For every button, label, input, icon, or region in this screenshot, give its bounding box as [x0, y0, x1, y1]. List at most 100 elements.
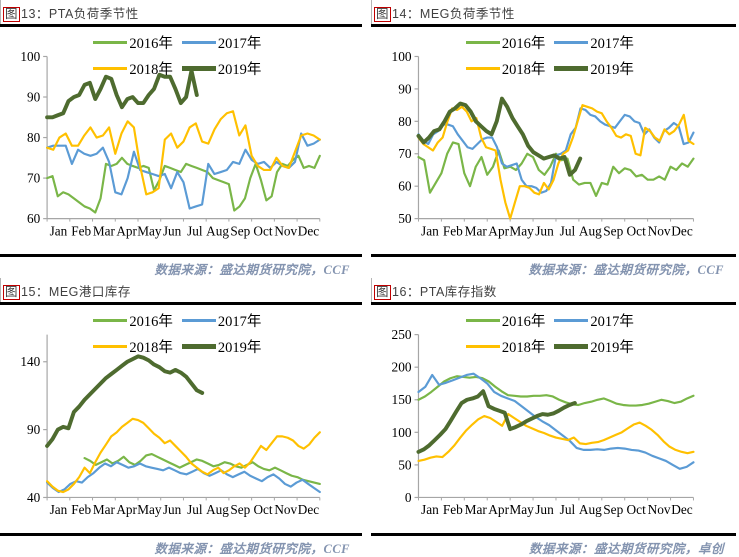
svg-text:Nov: Nov	[274, 223, 297, 238]
divider-rule	[0, 302, 362, 305]
svg-text:140: 140	[20, 354, 40, 369]
svg-text:50: 50	[398, 211, 412, 226]
legend-item: 2019年	[181, 58, 262, 79]
svg-text:Oct: Oct	[627, 502, 647, 517]
svg-text:200: 200	[392, 360, 412, 375]
legend-item: 2016年	[93, 310, 173, 331]
legend-label: 2016年	[501, 314, 546, 330]
svg-text:Feb: Feb	[71, 502, 91, 517]
svg-text:Oct: Oct	[253, 223, 272, 238]
figure-char-box: 图	[3, 285, 21, 301]
svg-text:Aug: Aug	[579, 502, 602, 517]
svg-text:100: 100	[392, 49, 412, 64]
svg-text:70: 70	[398, 146, 412, 161]
svg-text:Jun: Jun	[163, 223, 182, 238]
legend-row: 2018年 2019年	[93, 336, 261, 357]
svg-text:Mar: Mar	[465, 502, 488, 517]
divider-rule	[371, 533, 736, 536]
svg-text:Sep: Sep	[230, 502, 250, 517]
svg-text:Jan: Jan	[421, 502, 439, 517]
chart-title-fig15: 图 15：MEG港口库存	[0, 278, 362, 302]
svg-text:Nov: Nov	[274, 502, 297, 517]
svg-text:90: 90	[27, 422, 41, 437]
svg-text:100: 100	[392, 425, 412, 440]
svg-text:May: May	[137, 502, 162, 517]
legend-line-swatch	[93, 67, 128, 70]
chart-canvas-fig16: 2016年 2017年 2018年 2019年 0 50 100 150 200 250 Jan F…	[371, 305, 736, 533]
chart-title-text: 15：MEG港口库存	[21, 285, 131, 299]
legend-line-swatch	[93, 345, 128, 348]
svg-text:May: May	[509, 502, 534, 517]
svg-text:Oct: Oct	[253, 502, 272, 517]
divider-rule	[371, 302, 736, 305]
legend-item: 2018年	[465, 336, 545, 357]
chart-canvas-fig13: 2016年 2017年 2018年 2019年 60 70 80 90 100 Jan Feb Ma…	[0, 27, 362, 254]
svg-text:Jun: Jun	[535, 223, 554, 238]
svg-text:May: May	[137, 223, 162, 238]
legend-item: 2018年	[93, 336, 173, 357]
legend-item: 2018年	[465, 58, 545, 79]
svg-text:Mar: Mar	[93, 502, 116, 517]
svg-text:Jan: Jan	[421, 223, 439, 238]
source-note: 数据来源：盛达期货研究院，CCF	[154, 263, 350, 277]
svg-text:40: 40	[27, 490, 41, 505]
chart-title-text: 14：MEG负荷季节性	[392, 7, 515, 21]
legend-item: 2019年	[181, 336, 262, 357]
svg-text:Jun: Jun	[163, 502, 182, 517]
svg-text:0: 0	[405, 490, 412, 505]
legend-label: 2016年	[129, 36, 173, 52]
svg-text:Dec: Dec	[671, 502, 693, 517]
legend-line-swatch	[93, 41, 128, 44]
legend-item: 2016年	[465, 310, 546, 331]
svg-text:60: 60	[27, 211, 41, 226]
legend-line-swatch	[554, 344, 589, 349]
source-note: 数据来源：盛达期货研究院，CCF	[154, 542, 350, 556]
svg-text:Nov: Nov	[648, 223, 671, 238]
chart-canvas-fig14: 2016年 2017年 2018年 2019年 50 60 70 80 90 100 Jan Feb…	[371, 27, 736, 254]
svg-text:Jun: Jun	[535, 502, 554, 517]
divider-rule	[0, 254, 362, 257]
legend-line-swatch	[465, 345, 500, 348]
legend-item: 2017年	[181, 32, 262, 53]
legend-row: 2018年 2019年	[465, 336, 634, 357]
svg-text:Apr: Apr	[488, 502, 509, 517]
chart-title-fig14: 图 14：MEG负荷季节性	[371, 0, 736, 24]
svg-text:Jul: Jul	[187, 502, 203, 517]
legend-label: 2018年	[129, 340, 173, 356]
svg-text:Dec: Dec	[298, 502, 319, 517]
source-note: 数据来源：盛达期货研究院，CCF	[528, 263, 724, 277]
legend-line-swatch	[465, 67, 500, 70]
svg-text:50: 50	[398, 457, 412, 472]
legend-label: 2017年	[590, 36, 634, 52]
svg-text:Feb: Feb	[71, 223, 91, 238]
chart-plot-svg: 40 90 140 Jan Feb Mar Apr May Jun Jul Aug Sep Oct Nov…	[20, 334, 321, 517]
figure-char-box: 图	[374, 285, 392, 301]
legend-label: 2016年	[501, 36, 546, 52]
chart-cell-fig16: 图 16：PTA库存指数 2016年 2017年 2018年 2019年 0 50 100 1…	[369, 278, 739, 557]
legend-item: 2016年	[93, 32, 173, 53]
legend-label: 2019年	[217, 340, 262, 356]
svg-text:Oct: Oct	[627, 223, 647, 238]
legend-label: 2017年	[217, 36, 262, 52]
legend-label: 2016年	[129, 314, 173, 330]
svg-text:Nov: Nov	[648, 502, 671, 517]
svg-text:Apr: Apr	[488, 223, 509, 238]
chart-plot-svg: 50 60 70 80 90 100 Jan Feb Mar Apr May Jun Jul Aug Sep…	[392, 49, 695, 238]
legend-item: 2017年	[554, 310, 634, 331]
chart-legend: 2016年 2017年 2018年 2019年	[465, 32, 634, 79]
chart-plot-svg: 60 70 80 90 100 Jan Feb Mar Apr May Jun Jul Aug Sep Oc…	[20, 49, 321, 238]
chart-cell-fig15: 图 15：MEG港口库存 2016年 2017年 2018年 2019年 40 90 140…	[0, 278, 369, 557]
svg-text:Jul: Jul	[560, 223, 576, 238]
divider-rule	[371, 24, 736, 27]
legend-item: 2019年	[554, 336, 634, 357]
divider-rule	[0, 24, 362, 27]
legend-line-swatch	[93, 319, 128, 322]
legend-label: 2017年	[217, 314, 262, 330]
legend-label: 2019年	[217, 62, 262, 78]
divider-rule	[371, 254, 736, 257]
legend-label: 2019年	[590, 340, 634, 356]
legend-line-swatch	[181, 66, 216, 71]
legend-line-swatch	[465, 41, 500, 44]
legend-label: 2019年	[590, 62, 634, 78]
